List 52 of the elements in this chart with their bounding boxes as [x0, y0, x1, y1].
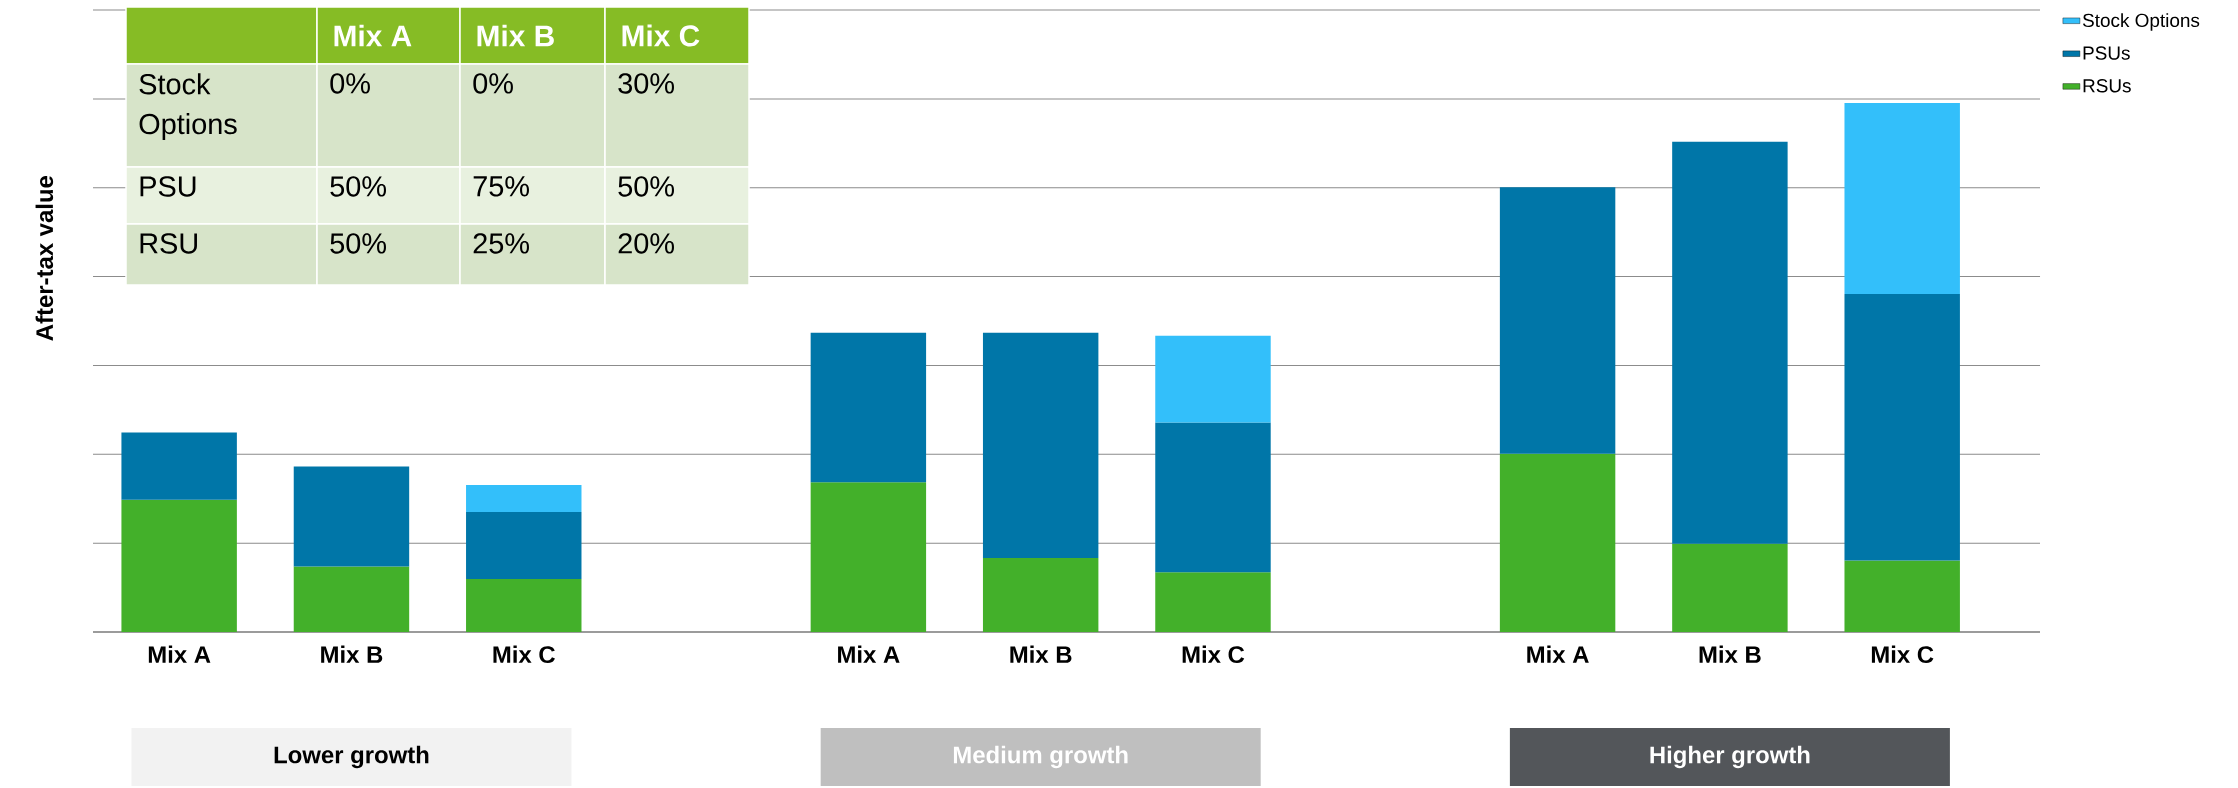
bar — [466, 579, 582, 632]
annotation: 50% — [330, 233, 386, 254]
x-tick-label: Mix B — [321, 645, 383, 663]
bar — [1155, 572, 1271, 632]
x-tick-label: Mix B — [1010, 645, 1072, 663]
annotation: 25% — [473, 233, 529, 254]
bar — [1499, 453, 1616, 632]
bar — [121, 499, 237, 632]
bar — [982, 557, 1099, 632]
legend-label: PSUs — [2083, 46, 2130, 60]
bar — [466, 511, 582, 580]
x-tick-label: Mix C — [493, 645, 555, 664]
x-tick-label: Mix A — [148, 645, 211, 663]
x-tick-label: Mix C — [1871, 645, 1934, 664]
bar — [1844, 103, 1960, 295]
text: Mix C — [622, 24, 700, 47]
bar — [1672, 543, 1788, 632]
text: Medium growth — [953, 745, 1128, 769]
x-tick-label: Mix C — [1182, 645, 1245, 664]
bar — [1155, 335, 1271, 423]
text: Mix A — [334, 24, 412, 47]
text: Higher growth — [1650, 745, 1810, 769]
x-tick-label: Mix A — [1527, 645, 1589, 663]
bar — [982, 332, 1099, 558]
bar — [1155, 422, 1271, 573]
bar — [810, 332, 927, 483]
bar — [1499, 187, 1616, 454]
annotation: 50% — [330, 176, 386, 197]
bar — [1672, 141, 1788, 544]
annotation: 50% — [618, 176, 674, 197]
bar — [810, 482, 927, 632]
text: 30% — [618, 73, 674, 94]
text: Lower growth — [274, 745, 429, 769]
text: 0% — [473, 73, 513, 94]
text: Mix B — [477, 24, 554, 47]
legend-label: RSUs — [2083, 79, 2131, 93]
x-tick-label: Mix B — [1699, 645, 1761, 663]
x-tick-label: Mix A — [838, 645, 900, 663]
bar — [1844, 560, 1960, 632]
legend-label: Stock Options — [2082, 13, 2200, 31]
bar — [293, 466, 410, 567]
annotation: 75% — [473, 176, 529, 197]
annotation: RSU — [140, 233, 197, 254]
annotation: 20% — [618, 233, 674, 254]
bar — [293, 566, 410, 632]
annotation: Stock Options — [139, 73, 237, 140]
text: 0% — [330, 73, 370, 94]
bar — [1844, 294, 1960, 561]
bar — [466, 484, 582, 512]
bar — [121, 432, 237, 500]
annotation: PSU — [140, 176, 196, 197]
y-axis-title: After-tax value — [35, 175, 54, 341]
